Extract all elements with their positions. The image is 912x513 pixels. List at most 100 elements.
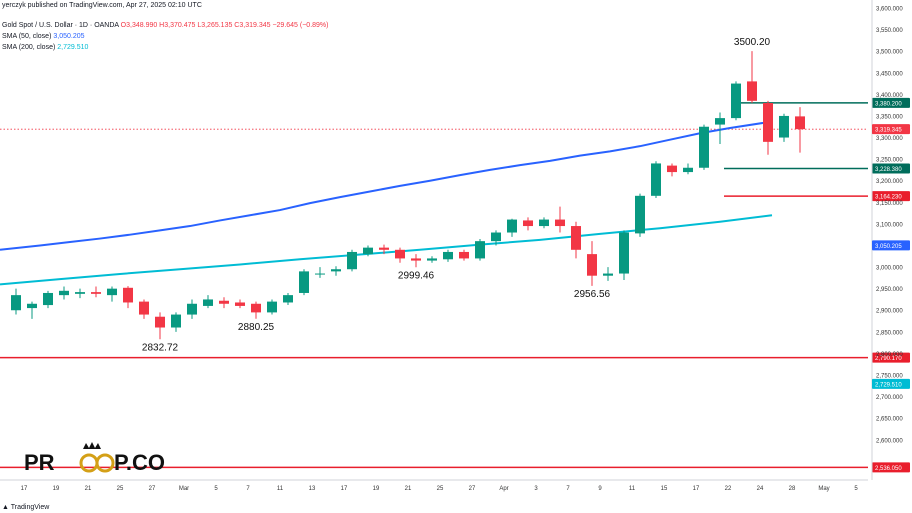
y-tick-label: 3,100.000 [876, 222, 903, 228]
candle-body [11, 295, 21, 311]
candle-body [635, 195, 645, 234]
candle-body [507, 219, 517, 233]
y-tick-label: 3,400.000 [876, 93, 903, 99]
price-tags-layer: 3,319.345 3,050.205 2,729.510 [872, 124, 910, 389]
y-tick-label: 3,450.000 [876, 71, 903, 77]
y-tick-label: 2,800.000 [876, 352, 903, 358]
x-tick-label: 21 [405, 486, 412, 492]
candle-body [27, 303, 37, 309]
candle-body [155, 316, 165, 328]
price-tag-label: 2,729.510 [875, 382, 902, 388]
y-tick-label: 3,250.000 [876, 158, 903, 164]
x-tick-label: 17 [21, 486, 28, 492]
x-tick-label: 17 [693, 486, 700, 492]
x-tick-label: 27 [149, 486, 156, 492]
level-tag-label: 2,790.170 [875, 356, 902, 362]
x-tick-label: 19 [373, 486, 380, 492]
sma200-line [0, 214, 773, 286]
candle-body [59, 290, 69, 296]
y-tick-label: 2,750.000 [876, 374, 903, 380]
candle-body [379, 247, 389, 250]
tradingview-brand[interactable]: ▲ TradingView [2, 504, 50, 511]
x-tick-label: 17 [341, 486, 348, 492]
y-tick-label: 3,000.000 [876, 266, 903, 272]
symbol-line: Gold Spot / U.S. Dollar · 1D · OANDA O3,… [2, 22, 329, 29]
sma50-line [0, 120, 773, 251]
y-tick-label: 2,650.000 [876, 417, 903, 423]
published-line: yerczyk published on TradingView.com, Ap… [2, 2, 202, 9]
candle-body [555, 219, 565, 227]
sma200-legend[interactable]: SMA (200, close) 2,729.510 [2, 44, 88, 51]
sma200-label: SMA (200, close) [2, 44, 56, 51]
candle-body [779, 115, 789, 138]
candle-body [427, 258, 437, 261]
x-tick-label: May [818, 486, 829, 492]
level-tag [872, 97, 910, 108]
annotations-layer: 2832.72 2880.25 2999.46 2956.56 3500.20 [142, 37, 771, 353]
x-tick-label: 25 [117, 486, 124, 492]
x-tick-label: 25 [437, 486, 444, 492]
price-annotation: 2832.72 [142, 342, 179, 353]
candle-body [411, 258, 421, 261]
propco-logo: PR P.CO [24, 442, 165, 475]
candle-body [747, 81, 757, 101]
x-tick-label: Apr [499, 486, 508, 492]
price-tag [872, 378, 910, 389]
sma50-legend[interactable]: SMA (50, close) 3,050.205 [2, 33, 85, 40]
y-tick-label: 3,350.000 [876, 114, 903, 120]
x-tick-label: Mar [179, 486, 189, 492]
x-axis: 17 19 21 25 27 Mar 5 7 11 13 17 19 21 25 27 Apr 3 7 9 11 15 1… [0, 479, 868, 492]
candle-body [475, 241, 485, 259]
candle-body [763, 102, 773, 142]
candle-body [699, 126, 709, 168]
price-tag-label: 3,050.205 [875, 244, 902, 250]
candle-body [603, 273, 613, 276]
candle-body [139, 301, 149, 315]
y-tick-label: 3,150.000 [876, 201, 903, 207]
candle-body [715, 118, 725, 125]
y-tick-label: 2,700.000 [876, 395, 903, 401]
candle-body [283, 295, 293, 303]
sma200-value: 2,729.510 [57, 44, 89, 51]
candle-body [363, 247, 373, 255]
x-tick-label: 24 [757, 486, 764, 492]
candle-body [267, 301, 277, 313]
y-tick-label: 3,550.000 [876, 28, 903, 34]
candle-body [43, 292, 53, 306]
candle-body [651, 163, 661, 196]
logo-text-right: P.CO [114, 450, 165, 475]
candle-body [667, 165, 677, 173]
crown-icon [83, 442, 101, 449]
candle-body [587, 254, 597, 276]
candle-body [347, 251, 357, 270]
x-tick-label: 9 [598, 486, 602, 492]
ohlc-values: O3,348.990 H3,370.475 L3,265.135 C3,319.… [120, 22, 329, 29]
x-tick-label: 5 [214, 486, 218, 492]
x-tick-label: 11 [629, 486, 636, 492]
candle-body [203, 299, 213, 306]
candle-body [571, 226, 581, 250]
candle-body [251, 303, 261, 313]
candle-body [299, 271, 309, 293]
sma50-value: 3,050.205 [53, 33, 85, 40]
candle-body [235, 302, 245, 306]
candle-body [107, 288, 117, 296]
price-tag-label: 3,319.345 [875, 128, 902, 134]
y-tick-label: 2,900.000 [876, 309, 903, 315]
candle-body [91, 292, 101, 294]
candle-body [523, 220, 533, 227]
price-tag [872, 124, 910, 135]
x-tick-label: 7 [246, 486, 250, 492]
price-tag [872, 240, 910, 251]
y-tick-label: 2,950.000 [876, 287, 903, 293]
y-tick-label: 3,600.000 [876, 7, 903, 13]
price-annotation: 3500.20 [734, 37, 771, 48]
level-tag-label: 3,228.380 [875, 167, 902, 173]
x-tick-label: 3 [534, 486, 538, 492]
x-tick-label: 11 [277, 486, 284, 492]
candle-body [331, 269, 341, 272]
candle-body [683, 167, 693, 173]
x-tick-label: 19 [53, 486, 60, 492]
y-tick-label: 3,300.000 [876, 136, 903, 142]
